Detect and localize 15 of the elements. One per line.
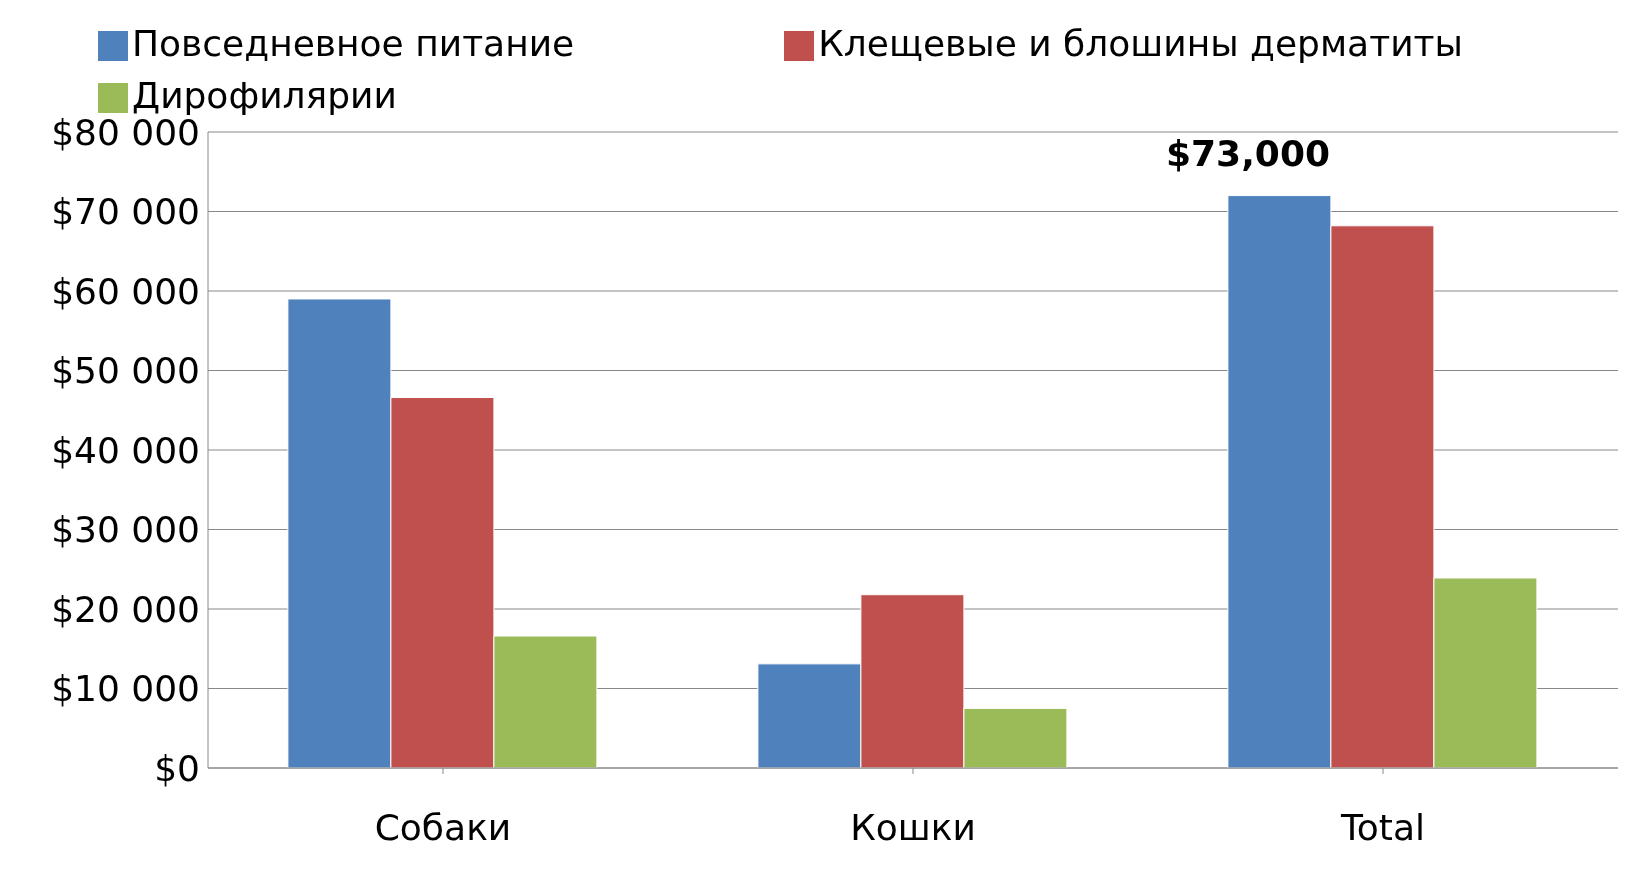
y-tick-label: $20 000 bbox=[51, 588, 200, 630]
legend-label: Дирофилярии bbox=[132, 75, 397, 116]
annotation: $73,000 bbox=[1166, 133, 1330, 174]
y-tick-label: $60 000 bbox=[51, 270, 200, 312]
y-tick-label: $40 000 bbox=[51, 429, 200, 471]
y-tick-label: $70 000 bbox=[51, 191, 200, 233]
y-tick-label: $30 000 bbox=[51, 509, 200, 551]
legend-label: Клещевые и блошины дерматиты bbox=[818, 23, 1463, 64]
y-tick-label: $50 000 bbox=[51, 350, 200, 392]
x-tick-label: Total bbox=[1339, 806, 1426, 848]
x-tick-label: Собаки bbox=[374, 806, 512, 848]
y-tick-label: $0 bbox=[154, 747, 200, 789]
legend-label: Повседневное питание bbox=[132, 23, 575, 64]
y-tick-label: $10 000 bbox=[51, 668, 200, 710]
x-tick-label: Кошки bbox=[850, 806, 976, 848]
